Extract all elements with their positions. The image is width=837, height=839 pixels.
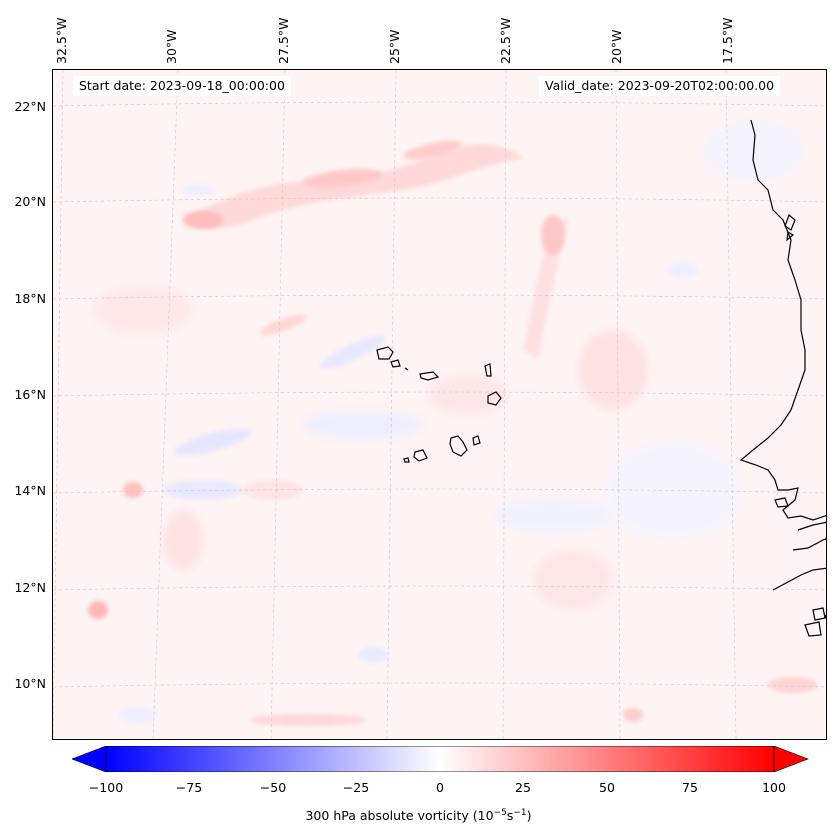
sao-nicolau-island	[419, 371, 440, 381]
boa-vista-island	[487, 391, 502, 406]
colorbar-tick: −25	[342, 780, 370, 795]
colorbar-tick: −100	[88, 780, 124, 795]
pos-region	[93, 285, 193, 335]
fogo-island	[413, 449, 428, 462]
positive-vorticity-regions	[88, 140, 818, 726]
colorbar-extend-low	[72, 746, 107, 772]
lon-label: 20°W	[609, 29, 624, 64]
island	[774, 497, 789, 508]
parallel	[53, 197, 826, 203]
coast-inlet	[784, 213, 796, 231]
lat-label: 12°N	[14, 580, 46, 595]
colorbar-tick: 100	[762, 780, 786, 795]
pos-region	[303, 169, 383, 187]
pos-region	[403, 140, 463, 160]
lat-label: 22°N	[14, 99, 46, 114]
parallel	[53, 101, 826, 107]
meridian	[152, 70, 179, 739]
colorbar-tick: −50	[259, 780, 287, 795]
pos-region	[578, 330, 648, 410]
colorbar-extend-high	[773, 746, 809, 772]
coast-detail	[824, 614, 826, 619]
pos-region	[123, 482, 143, 498]
pos-region	[248, 714, 368, 726]
colorbar-tick: 50	[599, 780, 615, 795]
parallel	[53, 488, 826, 494]
lon-label: 27.5°W	[276, 17, 291, 64]
pos-region	[541, 215, 565, 255]
santo-antao-island	[376, 346, 394, 360]
meridian	[53, 70, 64, 739]
pos-region	[183, 211, 223, 229]
meridian	[502, 70, 507, 739]
pos-region	[623, 708, 643, 722]
valid-date-label: Valid_date: 2023-09-20T02:00:00.00	[539, 76, 781, 96]
parallel	[53, 682, 826, 688]
pos-region	[163, 510, 203, 570]
pos-band	[523, 220, 568, 360]
colorbar-label: 300 hPa absolute vorticity (10−5s−1)	[305, 808, 532, 824]
pos-region	[259, 314, 307, 336]
africa-coast	[739, 119, 826, 521]
colorbar-tick: −75	[175, 780, 203, 795]
lat-label: 18°N	[14, 291, 46, 306]
coastline	[376, 119, 826, 637]
meridian	[615, 70, 621, 739]
lon-label: 22.5°W	[498, 17, 513, 64]
neg-region	[493, 497, 613, 533]
parallel	[53, 585, 826, 591]
colorbar-tick: 0	[436, 780, 444, 795]
lat-label: 14°N	[14, 483, 46, 498]
colorbar-gradient	[106, 746, 774, 772]
pos-region	[243, 480, 303, 500]
brava-island	[403, 457, 410, 463]
neg-region	[174, 428, 252, 456]
lat-label: 16°N	[14, 387, 46, 402]
lat-label: 10°N	[14, 676, 46, 691]
coast-inlet	[786, 231, 795, 242]
pos-region	[428, 375, 508, 415]
neg-region	[321, 335, 385, 369]
lon-label: 32.5°W	[54, 17, 69, 64]
maio-island	[472, 435, 481, 446]
gridlines	[53, 70, 826, 739]
pos-region	[533, 550, 613, 610]
sao-vicente-island	[390, 359, 401, 368]
meridian	[270, 70, 286, 739]
neg-region	[118, 707, 158, 723]
pos-band	[183, 144, 523, 229]
colorbar-outline	[105, 746, 775, 772]
neg-region	[163, 480, 243, 500]
map-area[interactable]	[52, 69, 827, 740]
lat-label: 20°N	[14, 194, 46, 209]
parallel	[53, 391, 826, 397]
santiago-island	[449, 435, 468, 457]
lon-label: 17.5°W	[720, 17, 735, 64]
neg-region	[358, 647, 388, 663]
neg-region	[703, 120, 803, 180]
lon-label: 30°W	[164, 29, 179, 64]
santa-luzia-island	[404, 367, 409, 371]
coast-detail	[772, 567, 826, 591]
start-date-label: Start date: 2023-09-18_00:00:00	[73, 76, 291, 96]
sal-island	[484, 363, 492, 377]
pos-region	[768, 677, 818, 693]
colorbar-tick: 25	[515, 780, 531, 795]
vorticity-field	[53, 70, 826, 739]
neg-region	[183, 184, 213, 196]
island	[804, 621, 822, 637]
pos-region	[88, 601, 108, 619]
neg-region	[603, 440, 743, 540]
island	[812, 607, 826, 621]
neg-region	[303, 410, 423, 440]
meridian	[725, 70, 737, 739]
parallel	[53, 294, 826, 300]
neg-region	[668, 262, 698, 278]
lon-label: 25°W	[387, 29, 402, 64]
colorbar-tick: 75	[682, 780, 698, 795]
coast-detail	[792, 521, 826, 551]
colorbar	[72, 746, 809, 772]
meridian	[386, 70, 397, 739]
negative-vorticity-regions	[118, 120, 803, 723]
